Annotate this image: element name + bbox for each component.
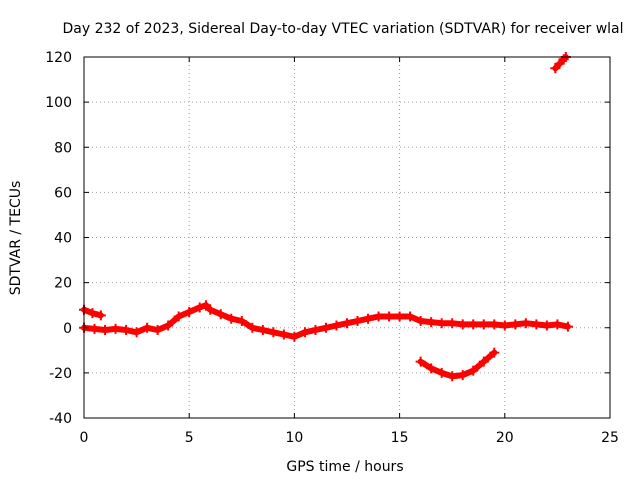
data-point (289, 331, 300, 342)
data-point (499, 320, 510, 331)
data-point (173, 311, 184, 322)
data-point (426, 363, 437, 374)
data-point (352, 315, 363, 326)
data-point (489, 347, 500, 358)
y-tick-label: 20 (54, 276, 72, 292)
series-line-top-segment (552, 54, 569, 72)
data-point (247, 322, 258, 333)
data-point (478, 356, 489, 367)
data-point (373, 311, 384, 322)
x-tick-label: 5 (185, 430, 194, 446)
data-point (415, 315, 426, 326)
data-point (342, 318, 352, 329)
data-point (215, 309, 226, 320)
data-point (278, 329, 289, 340)
data-point (363, 313, 374, 324)
data-point (89, 323, 100, 334)
data-point (468, 319, 479, 330)
data-point (457, 370, 468, 381)
x-axis-ticks: 0 5 10 15 20 25 (80, 57, 619, 446)
data-point (152, 325, 163, 336)
data-point (184, 306, 195, 317)
data-point (205, 304, 216, 315)
data-point (226, 313, 237, 324)
y-tick-label: 0 (63, 321, 72, 337)
data-point (163, 320, 174, 331)
chart-title: Day 232 of 2023, Sidereal Day-to-day VTE… (62, 21, 623, 37)
y-axis-label: SDTVAR / TECUs (8, 181, 24, 296)
data-point (426, 317, 437, 328)
data-point (457, 319, 468, 330)
data-point (489, 319, 500, 330)
data-point (320, 322, 331, 333)
y-tick-label: 100 (45, 95, 72, 111)
data-point (331, 320, 342, 331)
data-point (95, 310, 106, 321)
data-point (110, 323, 121, 334)
grid-lines (84, 57, 610, 418)
x-tick-label: 10 (285, 430, 303, 446)
data-point (436, 318, 447, 329)
x-tick-label: 15 (391, 430, 409, 446)
data-point (142, 322, 153, 333)
data-point (299, 327, 310, 338)
data-point (100, 325, 111, 336)
y-tick-label: 80 (54, 140, 72, 156)
x-tick-label: 20 (496, 430, 514, 446)
data-point (447, 318, 458, 329)
y-tick-label: 40 (54, 231, 72, 247)
data-point (541, 320, 552, 331)
data-point (384, 311, 395, 322)
y-tick-label: 120 (45, 50, 72, 66)
data-point (87, 308, 98, 319)
data-point (520, 318, 531, 329)
data-point (415, 356, 426, 367)
data-series (79, 52, 573, 382)
data-point (194, 302, 205, 313)
x-axis-label: GPS time / hours (286, 459, 403, 475)
data-point (558, 54, 569, 65)
data-point (121, 325, 132, 336)
data-point (268, 327, 279, 338)
y-axis-ticks: -40 -20 0 20 40 60 80 100 120 (45, 50, 610, 427)
y-tick-label: 60 (54, 185, 72, 201)
x-tick-label: 25 (601, 430, 619, 446)
data-point (447, 371, 458, 382)
y-tick-label: -20 (49, 366, 72, 382)
data-point (478, 319, 489, 330)
data-point (531, 319, 542, 330)
data-point (552, 319, 563, 330)
data-point (468, 365, 479, 376)
y-tick-label: -40 (49, 411, 72, 427)
data-point (131, 327, 142, 338)
data-point (562, 321, 573, 332)
data-point (310, 325, 321, 336)
data-point (436, 367, 447, 378)
data-point (257, 325, 268, 336)
data-point (405, 311, 416, 322)
plot-frame (83, 56, 611, 419)
x-tick-label: 0 (80, 430, 89, 446)
data-point (236, 315, 247, 326)
data-point (394, 311, 405, 322)
data-point (510, 319, 521, 330)
